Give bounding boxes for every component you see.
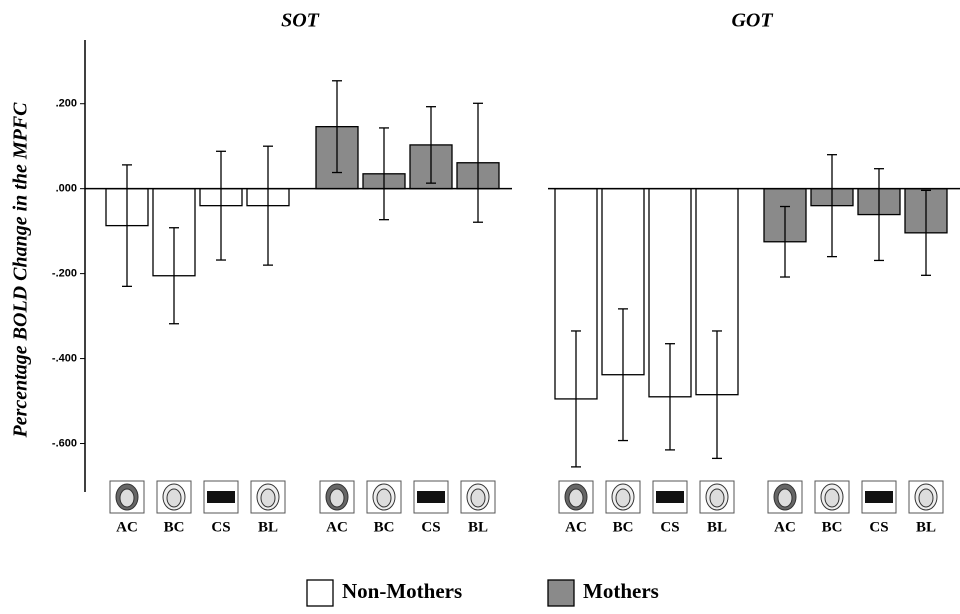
stimulus-icon: [167, 489, 181, 507]
stimulus-icon: [616, 489, 630, 507]
legend-label: Non-Mothers: [342, 579, 462, 603]
stimulus-icon: [377, 489, 391, 507]
stimulus-icon: [330, 489, 344, 507]
stimulus-icon: [417, 491, 445, 503]
x-tick-label: BL: [707, 519, 727, 535]
stimulus-icon: [865, 491, 893, 503]
x-tick-label: BL: [258, 519, 278, 535]
y-tick-label: .200: [56, 98, 77, 110]
legend-label: Mothers: [583, 579, 659, 603]
stimulus-icon: [919, 489, 933, 507]
stimulus-icon: [261, 489, 275, 507]
stimulus-icon: [471, 489, 485, 507]
x-tick-label: AC: [774, 519, 796, 535]
stimulus-icon: [778, 489, 792, 507]
stimulus-icon: [207, 491, 235, 503]
y-tick-label: -.400: [52, 352, 77, 364]
stimulus-icon: [656, 491, 684, 503]
x-tick-label: CS: [869, 519, 888, 535]
stimulus-icon: [710, 489, 724, 507]
x-tick-label: BL: [468, 519, 488, 535]
y-tick-label: -.600: [52, 437, 77, 449]
stimulus-icon: [569, 489, 583, 507]
panel-title: SOT: [281, 10, 320, 32]
x-tick-label: CS: [660, 519, 679, 535]
y-axis-label: Percentage BOLD Change in the MPFC: [10, 102, 32, 439]
x-tick-label: BC: [822, 519, 843, 535]
x-tick-label: AC: [565, 519, 587, 535]
x-tick-label: BC: [164, 519, 185, 535]
panel-title: GOT: [731, 10, 773, 32]
x-tick-label: BL: [916, 519, 936, 535]
x-tick-label: AC: [116, 519, 138, 535]
stimulus-icon: [120, 489, 134, 507]
chart: Percentage BOLD Change in the MPFC SOT .2…: [0, 0, 960, 609]
x-tick-label: CS: [421, 519, 440, 535]
x-tick-label: BC: [613, 519, 634, 535]
y-tick-label: -.200: [52, 268, 77, 280]
legend-swatch: [307, 580, 333, 606]
legend-swatch: [548, 580, 574, 606]
x-tick-label: CS: [211, 519, 230, 535]
x-tick-label: AC: [326, 519, 348, 535]
x-tick-label: BC: [374, 519, 395, 535]
stimulus-icon: [825, 489, 839, 507]
y-tick-label: .000: [56, 183, 77, 195]
